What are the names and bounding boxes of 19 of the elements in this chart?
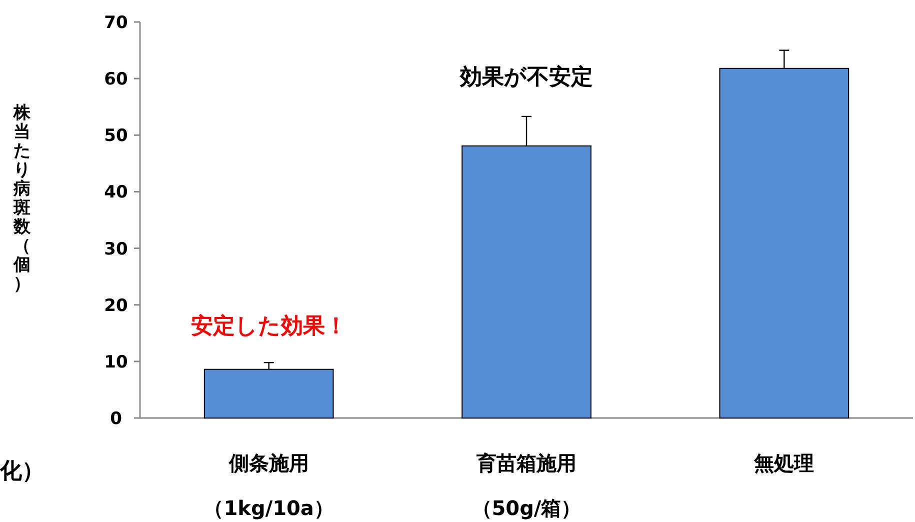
text: （1kg/10a） [204, 496, 334, 520]
y-tick-label: 50 [104, 126, 128, 146]
bar [719, 68, 850, 418]
y-tick-label: 10 [104, 352, 128, 372]
x-tick-label: 育苗箱施用 [476, 451, 576, 475]
y-tick-label: 40 [104, 182, 128, 203]
text: 株当たり病斑数（個） [14, 103, 30, 294]
text: （50g/箱） [472, 496, 582, 520]
bar [204, 368, 334, 418]
bar [462, 145, 592, 418]
annotation: 効果が不安定 [459, 64, 593, 90]
annotation: 安定した効果！ [190, 313, 347, 340]
y-tick-label: 0 [110, 409, 122, 429]
y-tick-label: 20 [104, 296, 128, 316]
x-tick-label: 無処理 [753, 451, 814, 475]
x-tick-label: 側条施用 [228, 451, 309, 475]
y-tick-label: 70 [104, 13, 128, 33]
y-tick-label: 30 [104, 239, 128, 260]
y-tick-label: 60 [104, 70, 128, 90]
